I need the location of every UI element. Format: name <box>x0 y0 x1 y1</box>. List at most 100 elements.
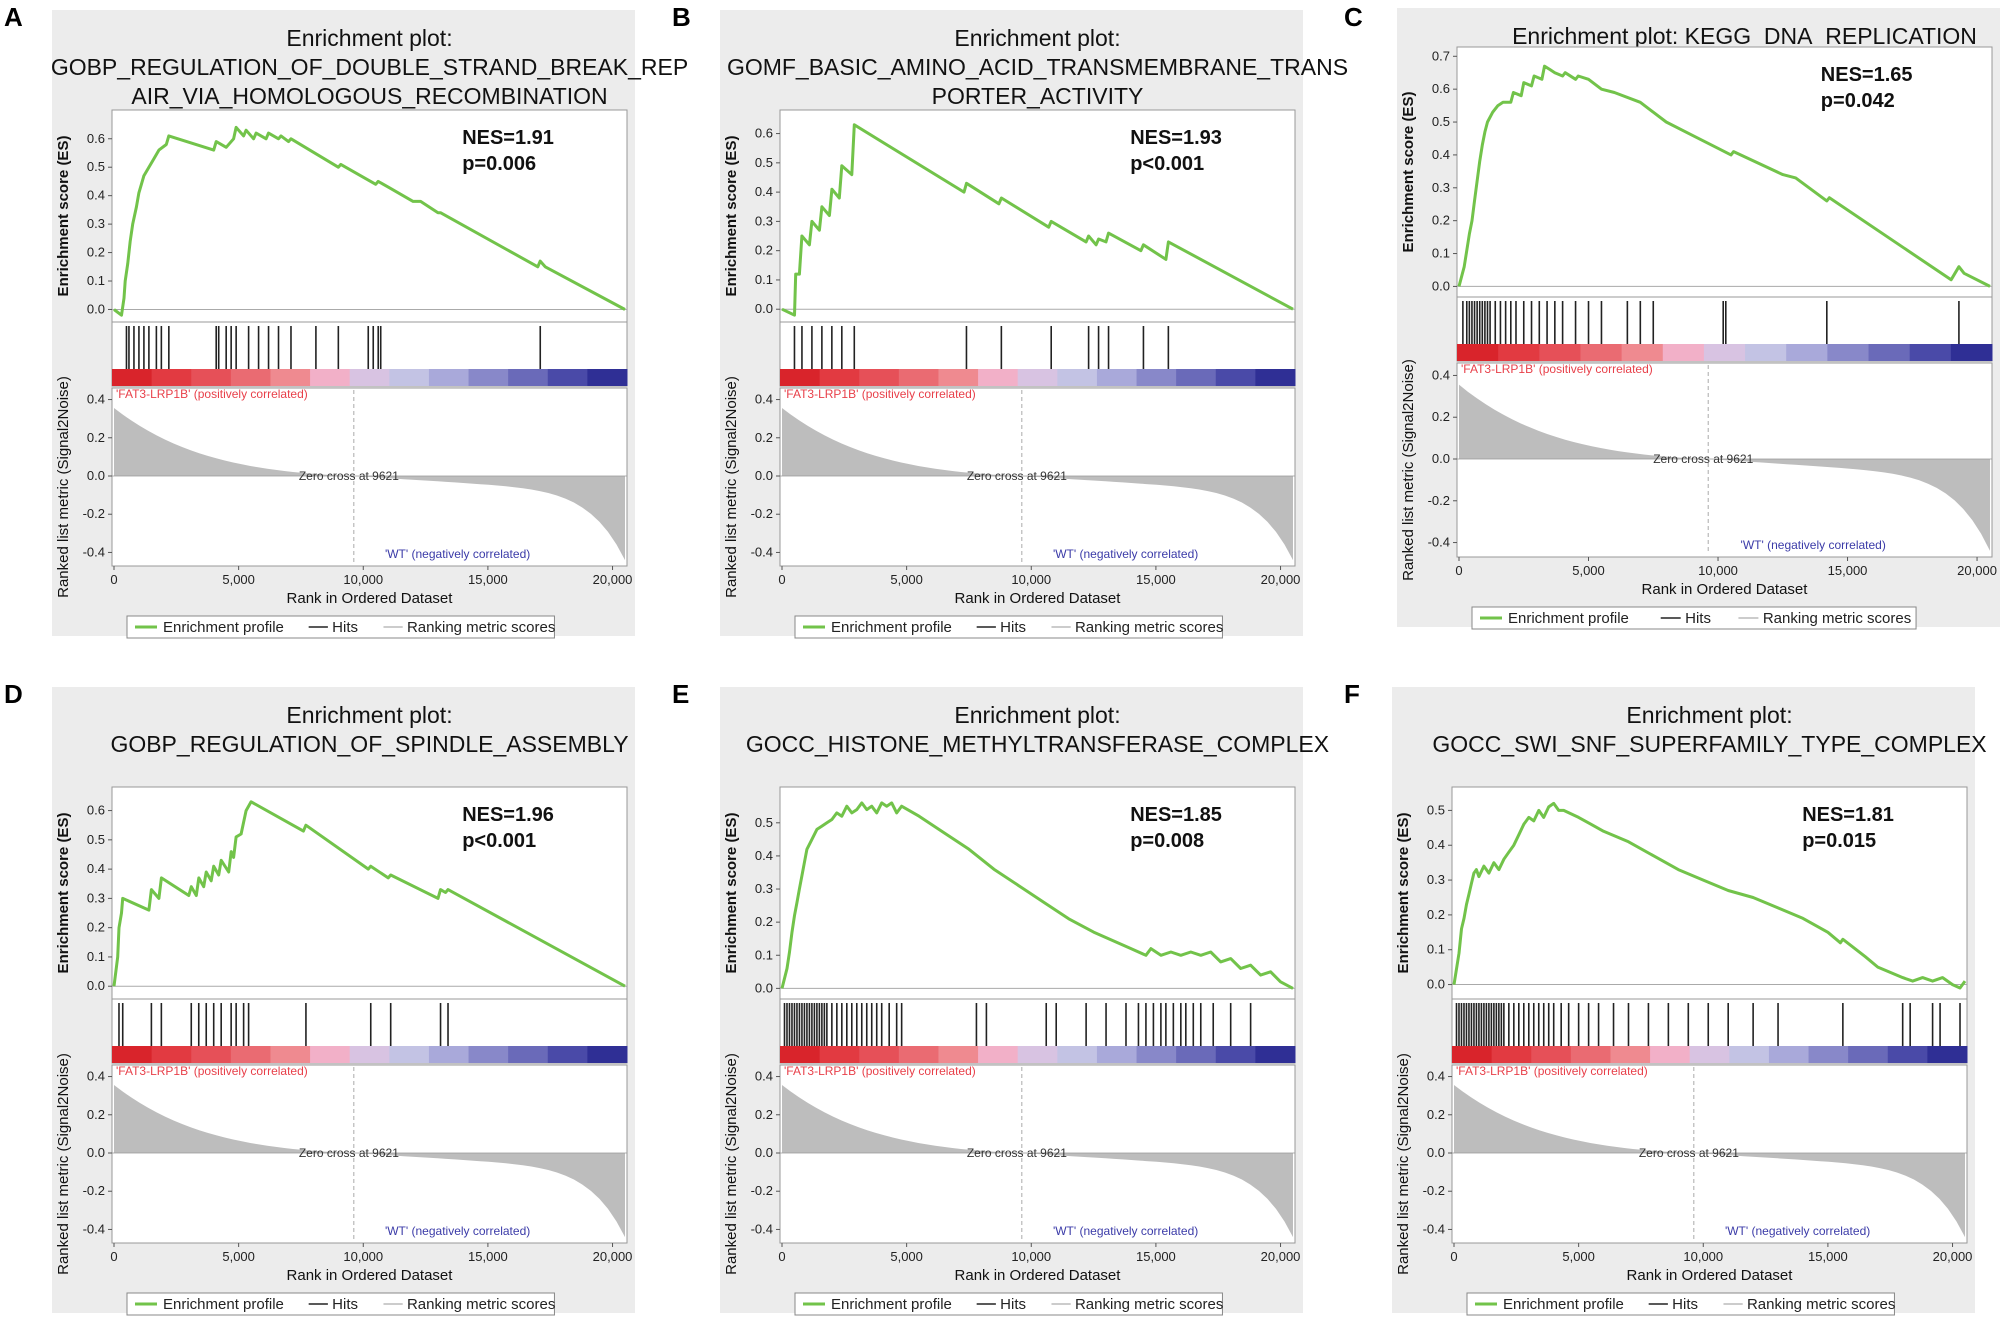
nes-value: NES=1.96 <box>462 804 554 826</box>
rank-color-segment <box>230 1046 271 1063</box>
legend-ranking-label: Ranking metric scores <box>1747 1296 1895 1313</box>
metric-y-axis-label: Ranked list metric (Signal2Noise) <box>723 376 740 598</box>
es-y-axis-label: Enrichment score (ES) <box>1400 92 1417 253</box>
rank-color-segment <box>1848 1046 1889 1063</box>
rank-color-segment <box>547 369 588 386</box>
es-y-tick-label: 0.4 <box>1432 147 1450 162</box>
es-y-tick-label: 0.6 <box>87 131 105 146</box>
metric-y-tick-label: 0.4 <box>755 392 773 407</box>
rank-color-segment <box>1808 1046 1849 1063</box>
es-y-tick-label: 0.0 <box>1427 977 1445 992</box>
panel-d: D Enrichment plot: GOBP_REGULATION_OF_SPIN… <box>4 679 635 1316</box>
ranking-metric-area <box>114 1085 625 1238</box>
rank-color-segment <box>508 369 549 386</box>
metric-y-tick-label: -0.2 <box>83 506 105 521</box>
gene-set-title-line: AIR_VIA_HOMOLOGOUS_RECOMBINATION <box>131 83 607 109</box>
metric-y-axis-label: Ranked list metric (Signal2Noise) <box>55 1053 72 1275</box>
legend-box <box>126 1292 555 1316</box>
x-tick-label: 15,000 <box>468 572 508 587</box>
panel-letter: F <box>1344 679 1360 709</box>
rank-color-segment <box>780 1046 821 1063</box>
es-plot-area <box>779 786 1296 1000</box>
x-tick-label: 20,000 <box>1957 563 1997 578</box>
metric-y-tick-label: 0.2 <box>1427 1107 1445 1122</box>
x-tick-label: 10,000 <box>1698 563 1738 578</box>
panel-e: E Enrichment plot: GOCC_HISTONE_METHYLTRAN… <box>672 679 1329 1316</box>
rank-color-segment <box>1017 369 1058 386</box>
rank-color-segment <box>898 369 939 386</box>
rank-color-segment <box>859 1046 900 1063</box>
metric-y-tick-label: 0.2 <box>87 1107 105 1122</box>
es-y-tick-label: 0.5 <box>87 159 105 174</box>
legend-hits-label: Hits <box>1000 1296 1026 1313</box>
rank-color-segment <box>1531 1046 1572 1063</box>
x-tick-label: 5,000 <box>222 572 255 587</box>
metric-y-axis-label: Ranked list metric (Signal2Noise) <box>1395 1053 1412 1275</box>
ranking-metric-area <box>782 1085 1293 1238</box>
es-y-tick-label: 0.5 <box>1432 114 1450 129</box>
rank-color-segment <box>191 369 232 386</box>
enrichment-profile-line <box>780 801 1294 990</box>
legend-profile-label: Enrichment profile <box>163 1296 284 1313</box>
es-y-tick-label: 0.7 <box>1432 48 1450 63</box>
rank-color-segment <box>270 369 311 386</box>
rank-color-segment <box>1703 344 1746 361</box>
es-y-tick-label: 0.1 <box>1427 942 1445 957</box>
rank-color-segment <box>112 369 153 386</box>
rank-color-segment <box>1017 1046 1058 1063</box>
es-y-tick-label: 0.4 <box>87 188 105 203</box>
x-axis-label: Rank in Ordered Dataset <box>1627 1267 1794 1284</box>
metric-y-tick-label: -0.2 <box>1423 1183 1445 1198</box>
es-y-tick-label: 0.4 <box>1427 837 1445 852</box>
rank-color-segment <box>1650 1046 1691 1063</box>
es-y-axis-label: Enrichment score (ES) <box>1395 813 1412 974</box>
x-tick-label: 5,000 <box>1572 563 1605 578</box>
rank-color-segment <box>1255 369 1296 386</box>
title-line-1: Enrichment plot: <box>954 25 1120 51</box>
x-axis-label: Rank in Ordered Dataset <box>1642 581 1809 598</box>
legend-profile-label: Enrichment profile <box>163 619 284 636</box>
x-tick-label: 15,000 <box>1136 1249 1176 1264</box>
rank-color-segment <box>938 1046 979 1063</box>
metric-y-axis-label: Ranked list metric (Signal2Noise) <box>1400 359 1417 581</box>
gene-set-title-line: GOBP_REGULATION_OF_DOUBLE_STRAND_BREAK_R… <box>51 54 688 80</box>
x-axis-label: Rank in Ordered Dataset <box>287 590 454 607</box>
x-tick-label: 5,000 <box>1562 1249 1595 1264</box>
nes-value: NES=1.93 <box>1130 127 1222 149</box>
metric-y-tick-label: -0.4 <box>83 1221 105 1236</box>
rank-color-segment <box>1729 1046 1770 1063</box>
x-axis-label: Rank in Ordered Dataset <box>287 1267 454 1284</box>
metric-y-tick-label: 0.4 <box>755 1069 773 1084</box>
es-y-tick-label: 0.6 <box>1432 81 1450 96</box>
metric-y-tick-label: 0.2 <box>1432 409 1450 424</box>
rank-color-segment <box>1868 344 1911 361</box>
legend: Enrichment profile Hits Ranking metric sco… <box>126 1292 555 1316</box>
rank-color-segment <box>310 369 351 386</box>
rank-color-segment <box>428 1046 470 1063</box>
x-tick-label: 10,000 <box>1011 572 1051 587</box>
enrichment-profile-line <box>781 123 1294 317</box>
es-y-tick-label: 0.5 <box>87 832 105 847</box>
panel-letter: E <box>672 679 689 709</box>
rank-color-segment <box>938 369 979 386</box>
rank-color-segment <box>819 1046 860 1063</box>
enrichment-profile-line <box>1452 801 1967 990</box>
title-line-1: Enrichment plot: <box>286 25 452 51</box>
rank-color-segment <box>1096 369 1138 386</box>
legend: Enrichment profile Hits Ranking metric sco… <box>126 615 555 639</box>
metric-y-tick-label: 0.2 <box>755 430 773 445</box>
metric-y-axis-label: Ranked list metric (Signal2Noise) <box>55 376 72 598</box>
legend-ranking-label: Ranking metric scores <box>1763 610 1911 627</box>
es-plot-area <box>779 109 1296 323</box>
panel-c: C Enrichment plot: KEGG_DNA_REPLICATION 0.… <box>1344 2 2000 630</box>
es-plot-area <box>1456 46 1993 298</box>
zero-cross-label: Zero cross at 9621 <box>1639 1146 1739 1160</box>
metric-y-tick-label: 0.0 <box>755 468 773 483</box>
es-y-tick-label: 0.0 <box>87 301 105 316</box>
legend-ranking-label: Ranking metric scores <box>407 1296 555 1313</box>
rank-color-segment <box>151 369 192 386</box>
metric-y-tick-label: 0.0 <box>1427 1145 1445 1160</box>
x-tick-label: 0 <box>110 1249 117 1264</box>
x-tick-label: 5,000 <box>890 572 923 587</box>
